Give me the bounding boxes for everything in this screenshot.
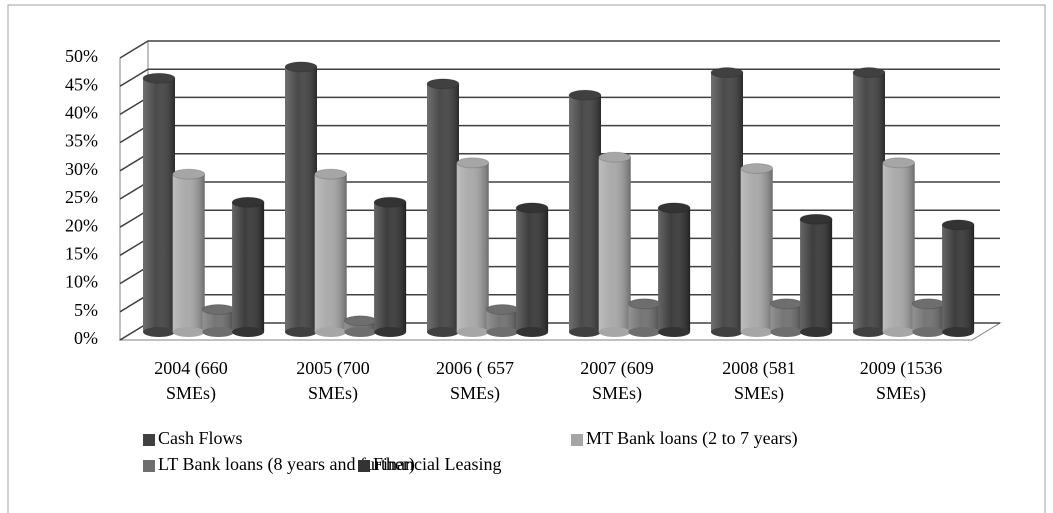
x-tick-label: 2006 ( 657 SMEs)	[436, 358, 514, 404]
bar-shade	[427, 83, 459, 332]
bar-bottom	[232, 327, 265, 337]
y-tick-label: 50%	[65, 46, 98, 66]
bar-top	[456, 157, 490, 169]
bar-top	[343, 315, 377, 327]
x-tick-label: 2005 (700 SMEs)	[296, 358, 370, 404]
bar-bottom	[800, 327, 833, 337]
bar-top	[172, 168, 206, 180]
x-tick-label: 2008 (581 SMEs)	[722, 358, 796, 404]
x-tick-label: 2009 (1536 SMEs)	[860, 358, 943, 404]
bar-bottom	[285, 327, 317, 337]
bar-top	[911, 298, 945, 310]
grid-line	[119, 40, 1000, 59]
y-tick-label: 25%	[65, 187, 98, 207]
bar-bottom	[344, 327, 377, 337]
bar-bottom	[770, 327, 803, 337]
bar-top	[284, 61, 318, 73]
bar-bottom	[658, 327, 691, 337]
legend-label: Cash Flows	[158, 428, 243, 448]
bar-top	[598, 151, 632, 163]
x-tick-label: 2004 (660 SMEs)	[154, 358, 228, 404]
bar-shade	[172, 174, 205, 332]
y-tick-label: 10%	[65, 272, 98, 292]
bar-top	[568, 89, 602, 101]
bar-bottom	[374, 327, 407, 337]
bar-top	[941, 219, 975, 231]
legend-label: Financial Leasing	[373, 454, 501, 474]
bar-bottom	[740, 327, 773, 337]
bar-bottom	[853, 327, 885, 337]
y-tick-label: 45%	[65, 74, 98, 94]
bar-bottom	[942, 327, 975, 337]
legend-label: LT Bank loans (8 years and further)	[158, 454, 415, 475]
bar-top	[657, 202, 691, 214]
legend-swatch	[571, 434, 583, 446]
y-tick-label: 15%	[65, 244, 98, 264]
y-tick-label: 5%	[74, 300, 98, 320]
bar-bottom	[912, 327, 945, 337]
y-tick-label: 0%	[74, 328, 98, 348]
bar-bottom	[143, 327, 175, 337]
bar-top	[769, 298, 803, 310]
bar-shade	[374, 202, 407, 332]
bar-shade	[344, 320, 377, 332]
chart-frame	[7, 4, 1046, 513]
bar-shade	[202, 309, 235, 332]
bar-top	[314, 168, 348, 180]
bar-shade	[882, 162, 915, 332]
bar-top	[485, 303, 519, 315]
bar-bottom	[486, 327, 519, 337]
bar-shade	[711, 72, 743, 332]
legend-swatch	[358, 460, 370, 472]
bar-bottom	[202, 327, 235, 337]
bar-shade	[598, 157, 631, 332]
bar-bottom	[598, 327, 631, 337]
bar-top	[142, 72, 176, 84]
bar-top	[710, 67, 744, 79]
bar-top	[231, 196, 265, 208]
bar-top	[201, 303, 235, 315]
bar-bottom	[569, 327, 601, 337]
bar-bottom	[427, 327, 459, 337]
bar-shade	[569, 95, 601, 333]
bar-shade	[314, 174, 347, 332]
bar-top	[740, 162, 774, 174]
bar-shade	[285, 66, 317, 333]
bar-shade	[486, 309, 519, 332]
bar-top	[515, 202, 549, 214]
bar-shade	[143, 78, 175, 332]
y-tick-label: 40%	[65, 103, 98, 123]
bar-shade	[232, 202, 265, 332]
bar-bottom	[456, 327, 489, 337]
bar-bottom	[711, 327, 743, 337]
bar-shade	[800, 219, 833, 332]
bar-bottom	[314, 327, 347, 337]
bar-top	[426, 78, 460, 90]
y-tick-label: 30%	[65, 159, 98, 179]
y-tick-label: 35%	[65, 131, 98, 151]
legend-label: MT Bank loans (2 to 7 years)	[586, 428, 798, 449]
y-tick-label: 20%	[65, 215, 98, 235]
bar-shade	[516, 207, 549, 332]
bar-top	[882, 157, 916, 169]
bar-shade	[853, 72, 885, 332]
bar-top	[852, 67, 886, 79]
bar-top	[627, 298, 661, 310]
bar-top	[799, 213, 833, 225]
bar-shade	[658, 207, 691, 332]
bar-shade	[740, 168, 773, 332]
legend-swatch	[143, 434, 155, 446]
bar-bottom	[516, 327, 549, 337]
bar-bottom	[882, 327, 915, 337]
bar-bottom	[172, 327, 205, 337]
bar-shade	[456, 162, 489, 332]
bar-bottom	[628, 327, 661, 337]
bar-top	[373, 196, 407, 208]
bar-shade	[942, 224, 975, 332]
x-tick-label: 2007 (609 SMEs)	[580, 358, 654, 404]
legend-swatch	[143, 460, 155, 472]
